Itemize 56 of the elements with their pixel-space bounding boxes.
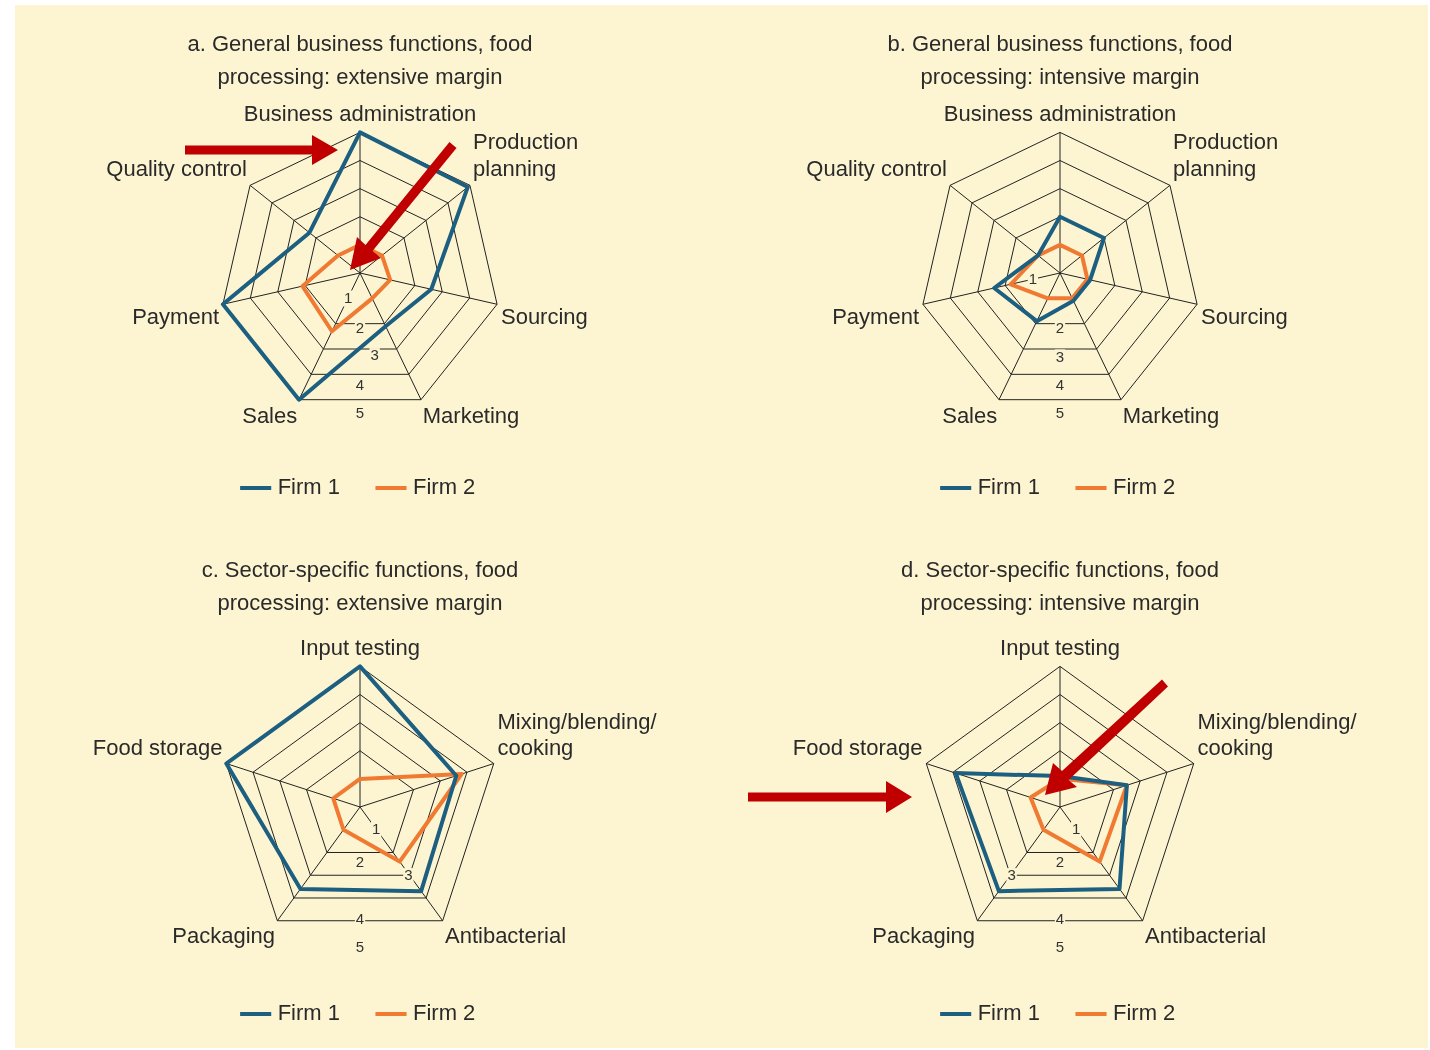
y-tick-label: 4: [355, 375, 365, 393]
spoke-label: Packaging: [872, 923, 976, 949]
y-tick-label: 5: [1055, 403, 1065, 421]
y-tick-label: 2: [355, 319, 365, 337]
y-tick-label: 2: [1055, 319, 1065, 337]
legend-label: Firm 1: [277, 474, 340, 500]
spoke-label: Food storage: [92, 735, 223, 761]
spoke-label: Antibacterial: [444, 923, 567, 949]
spoke-label: Sourcing: [1200, 304, 1288, 330]
y-tick-label: 4: [1055, 909, 1065, 927]
y-tick-label: 3: [370, 346, 379, 364]
y-tick-label: 5: [355, 937, 365, 955]
spoke-label: Production planning: [1173, 129, 1279, 181]
y-tick-label: 2: [355, 853, 365, 871]
legend-label: Firm 1: [277, 1000, 340, 1026]
spoke-label: Business administration: [243, 101, 477, 127]
spoke-label: Marketing: [1122, 402, 1220, 428]
chart-title: d. Sector-specific functions, food processing: intensive margin: [900, 556, 1220, 617]
spoke-label: Input testing: [1000, 635, 1120, 661]
y-tick-label: 1: [343, 288, 353, 306]
spoke-label: Input testing: [300, 635, 420, 661]
y-tick-label: 4: [1055, 375, 1065, 393]
legend-label: Firm 2: [413, 474, 476, 500]
chart-title: b. General business functions, food processing: intensive margin: [886, 30, 1234, 91]
y-tick-label: 3: [404, 866, 413, 884]
spoke-label: Marketing: [422, 402, 520, 428]
y-tick-label: 1: [1071, 820, 1081, 838]
y-tick-label: 2: [1055, 853, 1065, 871]
legend-label: Firm 1: [977, 474, 1040, 500]
chart-title: a. General business functions, food processing: extensive margin: [186, 30, 534, 91]
y-tick-label: 1: [371, 820, 381, 838]
spoke-label: Mixing/blending/cooking: [1197, 708, 1358, 761]
spoke-label: Sales: [242, 402, 298, 428]
spoke-label: Sourcing: [500, 304, 588, 330]
spoke-label: Packaging: [172, 923, 276, 949]
legend-label: Firm 2: [1113, 474, 1176, 500]
y-tick-label: 1: [1028, 270, 1038, 288]
legend-label: Firm 2: [1113, 1000, 1176, 1026]
legend-label: Firm 1: [977, 1000, 1040, 1026]
spoke-label: Food storage: [792, 735, 923, 761]
legend-label: Firm 2: [413, 1000, 476, 1026]
y-tick-label: 3: [1055, 347, 1065, 365]
spoke-label: Mixing/blending/cooking: [497, 708, 658, 761]
chart-title: c. Sector-specific functions, food processing: extensive margin: [200, 556, 520, 617]
y-tick-label: 3: [1007, 866, 1016, 884]
spoke-label: Payment: [832, 304, 920, 330]
spoke-label: Antibacterial: [1144, 923, 1267, 949]
y-tick-label: 5: [1055, 937, 1065, 955]
spoke-label: Payment: [132, 304, 220, 330]
spoke-label: Quality control: [806, 155, 947, 181]
y-tick-label: 4: [355, 909, 365, 927]
spoke-label: Quality control: [106, 155, 247, 181]
spoke-label: Sales: [942, 402, 998, 428]
spoke-label: Business administration: [943, 101, 1177, 127]
y-tick-label: 5: [355, 403, 365, 421]
spoke-label: Production planning: [473, 129, 579, 181]
